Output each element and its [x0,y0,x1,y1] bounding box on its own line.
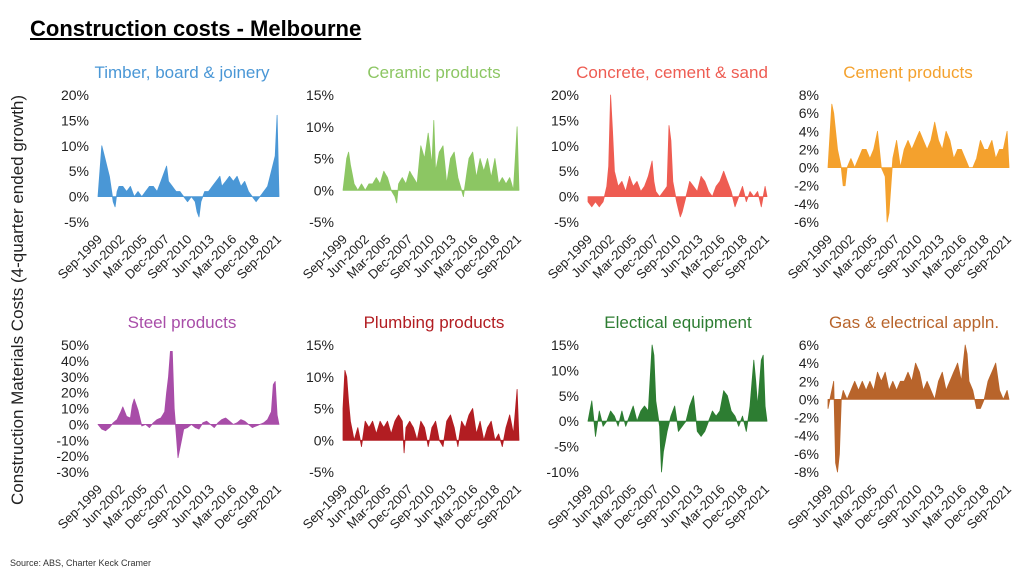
y-tick-label: 10% [551,138,579,154]
y-tick-label: -4% [794,196,819,212]
y-tick-label: 0% [799,391,819,407]
panel-title: Plumbing products [364,313,505,332]
y-tick-label: 0% [69,416,89,432]
y-tick-label: 10% [61,401,89,417]
y-tick-label: 4% [799,355,819,371]
area-series [587,94,768,218]
y-tick-label: 50% [61,337,89,353]
source-note: Source: ABS, Charter Keck Cramer [10,558,152,568]
panel-title: Steel products [128,313,237,332]
y-tick-label: 5% [314,401,334,417]
area-series [827,103,1010,223]
y-tick-label: -4% [794,428,819,444]
y-tick-label: 15% [551,337,579,353]
y-tick-label: 6% [799,337,819,353]
y-tick-label: 0% [69,189,89,205]
y-tick-label: -2% [794,410,819,426]
y-tick-label: 0% [314,432,334,448]
y-tick-label: 15% [551,112,579,128]
y-tick-label: 0% [559,189,579,205]
y-tick-label: 15% [306,337,334,353]
y-tick-label: 8% [799,87,819,103]
panel-title: Electical equipment [604,313,752,332]
y-tick-label: 5% [69,163,89,179]
y-tick-label: 10% [61,138,89,154]
y-tick-label: 15% [306,87,334,103]
panel-6: Plumbing products-5%0%5%10%15%Sep-1999Ju… [300,313,524,532]
y-tick-label: 0% [559,413,579,429]
area-series [97,114,280,218]
y-tick-label: -8% [794,464,819,480]
y-tick-label: 20% [61,385,89,401]
y-tick-label: -5% [64,214,89,230]
panel-title: Ceramic products [367,63,500,82]
y-tick-label: 0% [314,182,334,198]
y-tick-label: 40% [61,353,89,369]
panel-title: Timber, board & joinery [94,63,270,82]
area-series [97,351,280,459]
y-tick-label: -30% [56,464,89,480]
panel-title: Concrete, cement & sand [576,63,768,82]
area-series [342,120,520,204]
y-tick-label: -6% [794,214,819,230]
panel-2: Ceramic products-5%0%5%10%15%Sep-1999Jun… [300,63,524,282]
y-tick-label: 10% [551,362,579,378]
y-tick-label: 20% [61,87,89,103]
y-tick-label: 2% [799,373,819,389]
y-tick-label: -6% [794,446,819,462]
panel-title: Cement products [843,63,972,82]
y-tick-label: 0% [799,160,819,176]
y-tick-label: -5% [309,464,334,480]
panel-3: Concrete, cement & sand-5%0%5%10%15%20%S… [545,63,772,282]
panel-5: Steel products -30%-20%-10%0%10%20%30%40%… [55,313,284,532]
page-title: Construction costs - Melbourne [30,16,362,41]
area-series [587,344,768,473]
y-tick-label: 10% [306,369,334,385]
y-tick-label: -10% [56,432,89,448]
panel-7: Electical equipment-10%-5%0%5%10%15%Sep-… [545,313,772,532]
y-tick-label: 5% [559,388,579,404]
y-tick-label: 4% [799,123,819,139]
panel-1: Timber, board & joinery-5%0%5%10%15%20%S… [55,63,284,282]
y-tick-label: 10% [306,119,334,135]
y-tick-label: 15% [61,112,89,128]
y-tick-label: 30% [61,369,89,385]
y-tick-label: 2% [799,141,819,157]
y-tick-label: 5% [314,151,334,167]
y-tick-label: 5% [559,163,579,179]
area-series [827,344,1010,473]
y-tick-label: -10% [546,464,579,480]
area-series [342,370,520,454]
y-tick-label: -20% [56,448,89,464]
panel-8: Gas & electrical appln. -8% -6% -4% -2% 0% 2% 4… [785,313,1014,532]
y-tick-label: -5% [309,214,334,230]
panel-title: Gas & electrical appln. [829,313,999,332]
y-tick-label: 6% [799,105,819,121]
panel-4: Cement products-6%-4%-2%0%2%4%6%8%Sep-19… [785,63,1014,282]
y-tick-label: -5% [554,214,579,230]
y-tick-label: 20% [551,87,579,103]
y-tick-label: -5% [554,439,579,455]
y-tick-label: -2% [794,178,819,194]
